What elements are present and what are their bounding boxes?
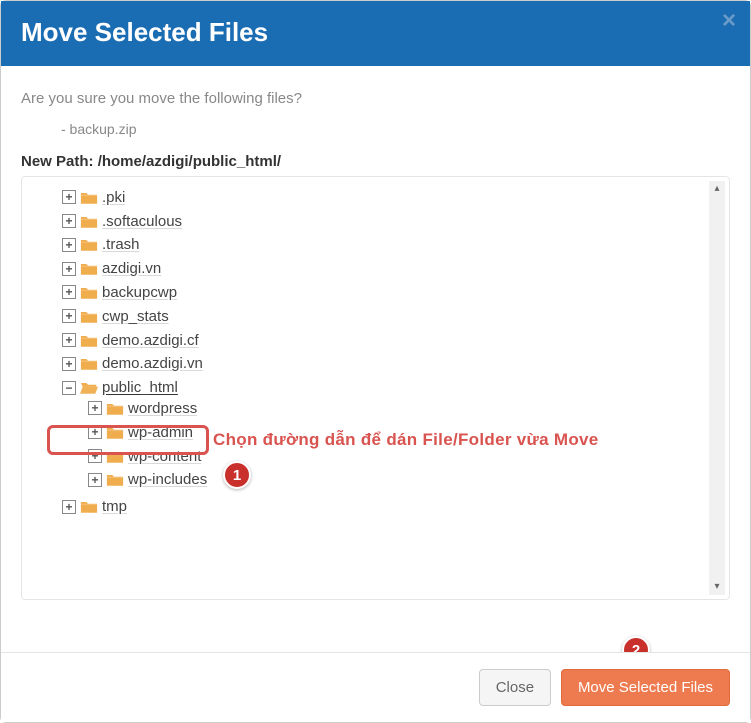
expand-icon[interactable]: +: [62, 190, 76, 204]
collapse-icon[interactable]: −: [62, 381, 76, 395]
close-icon[interactable]: ×: [722, 9, 736, 33]
tree-node-label[interactable]: wp-admin: [128, 424, 193, 441]
tree-node-row[interactable]: + wp-admin: [88, 424, 193, 441]
folder-icon: [80, 237, 98, 252]
tree-node-label[interactable]: azdigi.vn: [102, 260, 161, 277]
expand-icon[interactable]: +: [62, 309, 76, 323]
close-button[interactable]: Close: [479, 669, 551, 706]
tree-node-row[interactable]: + tmp: [62, 498, 127, 515]
tree-node-row[interactable]: + wordpress: [88, 400, 197, 417]
tree-node-row[interactable]: + cwp_stats: [62, 308, 169, 325]
tree-node[interactable]: + .pki: [62, 185, 725, 209]
move-selected-files-button[interactable]: Move Selected Files: [561, 669, 730, 706]
expand-icon[interactable]: +: [62, 357, 76, 371]
tree-node-label[interactable]: .softaculous: [102, 213, 182, 230]
folder-icon: [80, 356, 98, 371]
expand-icon[interactable]: +: [62, 333, 76, 347]
tree-node-label[interactable]: wp-includes: [128, 471, 207, 488]
folder-icon: [80, 285, 98, 300]
folder-icon: [80, 190, 98, 205]
tree-node[interactable]: + cwp_stats: [62, 304, 725, 328]
annotation-text-1: Chọn đường dẫn để dán File/Folder vừa Mo…: [213, 430, 599, 450]
tree-node-label[interactable]: public_html: [102, 379, 178, 396]
folder-icon: [106, 401, 124, 416]
tree-node[interactable]: + wp-includes: [88, 468, 725, 492]
tree-node[interactable]: + azdigi.vn: [62, 256, 725, 280]
folder-open-icon: [80, 380, 98, 395]
folder-tree[interactable]: + .pki + .softaculous + .trash + azdigi.vn + back…: [62, 185, 725, 518]
new-path-label: New Path:: [21, 153, 98, 170]
tree-node-label[interactable]: cwp_stats: [102, 308, 169, 325]
tree-node-label[interactable]: .trash: [102, 236, 140, 253]
tree-node-row[interactable]: + azdigi.vn: [62, 260, 161, 277]
folder-icon: [80, 214, 98, 229]
folder-icon: [106, 472, 124, 487]
tree-node[interactable]: + demo.azdigi.cf: [62, 328, 725, 352]
expand-icon[interactable]: +: [62, 238, 76, 252]
modal-header: Move Selected Files ×: [1, 1, 750, 66]
file-list: - backup.zip: [61, 121, 730, 137]
folder-icon: [80, 309, 98, 324]
tree-node[interactable]: + demo.azdigi.vn: [62, 352, 725, 376]
tree-node[interactable]: + wordpress: [88, 396, 725, 420]
folder-icon: [80, 333, 98, 348]
tree-node-row[interactable]: + .pki: [62, 189, 125, 206]
tree-node-label[interactable]: backupcwp: [102, 284, 177, 301]
tree-node-label[interactable]: demo.azdigi.vn: [102, 355, 203, 372]
tree-node[interactable]: + .softaculous: [62, 209, 725, 233]
tree-node-label[interactable]: wordpress: [128, 400, 197, 417]
tree-node-label[interactable]: tmp: [102, 498, 127, 515]
expand-icon[interactable]: +: [88, 401, 102, 415]
tree-node[interactable]: + tmp: [62, 494, 725, 518]
tree-node-row[interactable]: + wp-includes: [88, 471, 207, 488]
tree-node-row[interactable]: + .trash: [62, 236, 140, 253]
modal-title: Move Selected Files: [21, 17, 730, 48]
folder-tree-panel: + .pki + .softaculous + .trash + azdigi.vn + back…: [21, 176, 730, 600]
modal-body: Are you sure you move the following file…: [1, 66, 750, 610]
scroll-up-icon[interactable]: ▴: [709, 181, 725, 197]
tree-node-row[interactable]: + backupcwp: [62, 284, 177, 301]
tree-node-row[interactable]: + .softaculous: [62, 213, 182, 230]
new-path-value: /home/azdigi/public_html/: [98, 153, 281, 170]
tree-node-row[interactable]: − public_html: [62, 379, 178, 396]
new-path: New Path: /home/azdigi/public_html/: [21, 153, 730, 170]
folder-icon: [80, 499, 98, 514]
expand-icon[interactable]: +: [88, 473, 102, 487]
folder-icon: [106, 425, 124, 440]
tree-node-row[interactable]: + demo.azdigi.cf: [62, 332, 199, 349]
tree-node-label[interactable]: demo.azdigi.cf: [102, 332, 199, 349]
tree-node-label[interactable]: .pki: [102, 189, 125, 206]
expand-icon[interactable]: +: [62, 262, 76, 276]
tree-node-row[interactable]: + demo.azdigi.vn: [62, 355, 203, 372]
expand-icon[interactable]: +: [88, 425, 102, 439]
tree-node-row[interactable]: + wp-content: [88, 448, 201, 465]
scrollbar[interactable]: ▴ ▾: [709, 181, 725, 595]
file-item: - backup.zip: [61, 121, 730, 137]
expand-icon[interactable]: +: [62, 500, 76, 514]
expand-icon[interactable]: +: [88, 449, 102, 463]
tree-node-label[interactable]: wp-content: [128, 448, 201, 465]
tree-node[interactable]: + .trash: [62, 233, 725, 257]
expand-icon[interactable]: +: [62, 285, 76, 299]
scroll-down-icon[interactable]: ▾: [709, 579, 725, 595]
modal-footer: Close Move Selected Files: [1, 652, 750, 722]
confirm-question: Are you sure you move the following file…: [21, 90, 730, 107]
tree-node[interactable]: + backupcwp: [62, 280, 725, 304]
folder-icon: [106, 449, 124, 464]
expand-icon[interactable]: +: [62, 214, 76, 228]
folder-icon: [80, 261, 98, 276]
